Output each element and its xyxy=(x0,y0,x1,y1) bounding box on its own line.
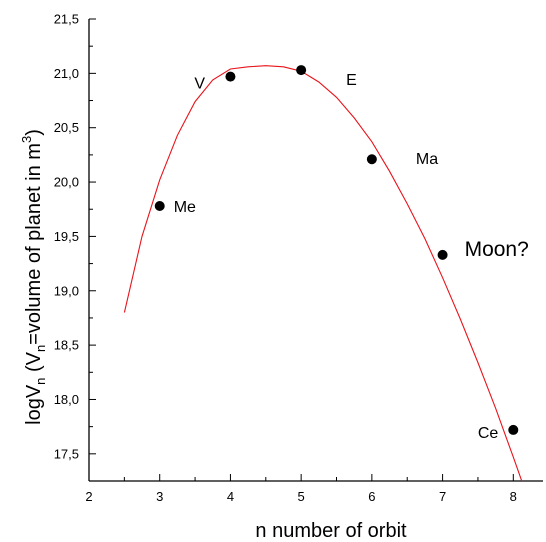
y-axis-title-sub2: n xyxy=(33,345,48,352)
data-point xyxy=(154,200,165,211)
fit-curve-group xyxy=(123,65,523,481)
plot-area xyxy=(88,19,543,482)
y-tick-label: 17,5 xyxy=(54,446,79,461)
data-point xyxy=(225,71,236,82)
data-label: E xyxy=(346,72,357,89)
y-axis-title-main: logV xyxy=(23,384,45,425)
y-tick-label: 18,5 xyxy=(54,338,79,353)
data-label: Ma xyxy=(416,151,438,168)
x-axis: 2 3 4 5 6 7 8 xyxy=(85,474,517,504)
data-point xyxy=(366,154,377,165)
x-tick-label: 2 xyxy=(85,489,92,504)
fit-curve xyxy=(123,65,523,481)
y-axis: 17,5 18,0 18,5 19,0 19,5 20,0 20,5 21,0 21,5 xyxy=(54,12,96,461)
x-tick-label: 6 xyxy=(368,489,375,504)
x-axis-title: n number of orbit xyxy=(255,520,407,542)
y-axis-title-close: ) xyxy=(23,129,45,136)
x-tick-label: 3 xyxy=(156,489,163,504)
y-tick-label: 21,5 xyxy=(54,12,79,27)
y-axis-title: logVn (Vn=volume of planet in m3) xyxy=(19,129,48,425)
y-tick-label: 19,0 xyxy=(54,283,79,298)
x-tick-label: 7 xyxy=(439,489,446,504)
y-tick-label: 21,0 xyxy=(54,66,79,81)
y-tick-label: 20,5 xyxy=(54,120,79,135)
y-tick-label: 20,0 xyxy=(54,175,79,190)
data-label: Moon? xyxy=(465,238,529,261)
y-tick-label: 19,5 xyxy=(54,229,79,244)
data-label: Me xyxy=(174,199,196,216)
x-tick-label: 8 xyxy=(510,489,517,504)
data-points xyxy=(154,65,519,435)
y-axis-title-sub: n xyxy=(33,378,48,385)
data-point xyxy=(296,65,307,76)
data-label: Ce xyxy=(478,425,499,442)
data-point xyxy=(508,424,519,435)
x-tick-label: 5 xyxy=(298,489,305,504)
data-label: V xyxy=(194,76,205,93)
y-axis-title-rest-2: =volume of planet in m xyxy=(23,143,45,345)
y-axis-title-rest-1: (V xyxy=(23,351,45,377)
data-labels: Me V E Ma Moon? Ce xyxy=(174,72,529,442)
y-tick-label: 18,0 xyxy=(54,392,79,407)
x-tick-label: 4 xyxy=(227,489,234,504)
y-axis-title-sup: 3 xyxy=(19,136,34,143)
data-point xyxy=(437,249,448,260)
